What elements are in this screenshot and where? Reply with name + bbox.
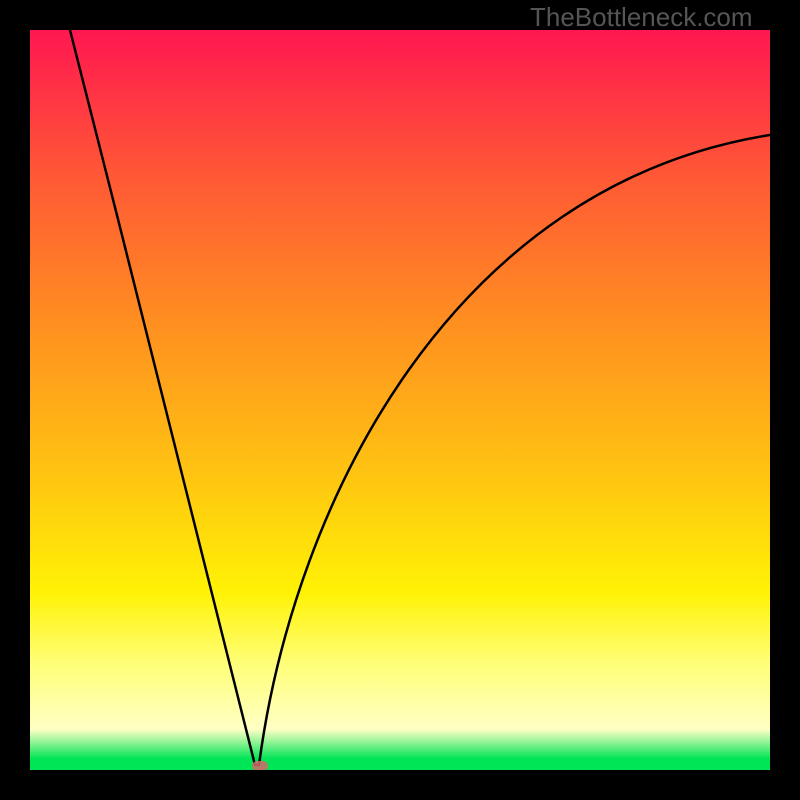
curve-layer — [30, 30, 770, 770]
chart-container: TheBottleneck.com — [0, 0, 800, 800]
border-left — [0, 0, 30, 800]
minimum-marker — [252, 761, 268, 770]
border-bottom — [0, 770, 800, 800]
watermark-text: TheBottleneck.com — [530, 2, 753, 33]
border-right — [770, 0, 800, 800]
bottleneck-curve — [70, 30, 770, 765]
